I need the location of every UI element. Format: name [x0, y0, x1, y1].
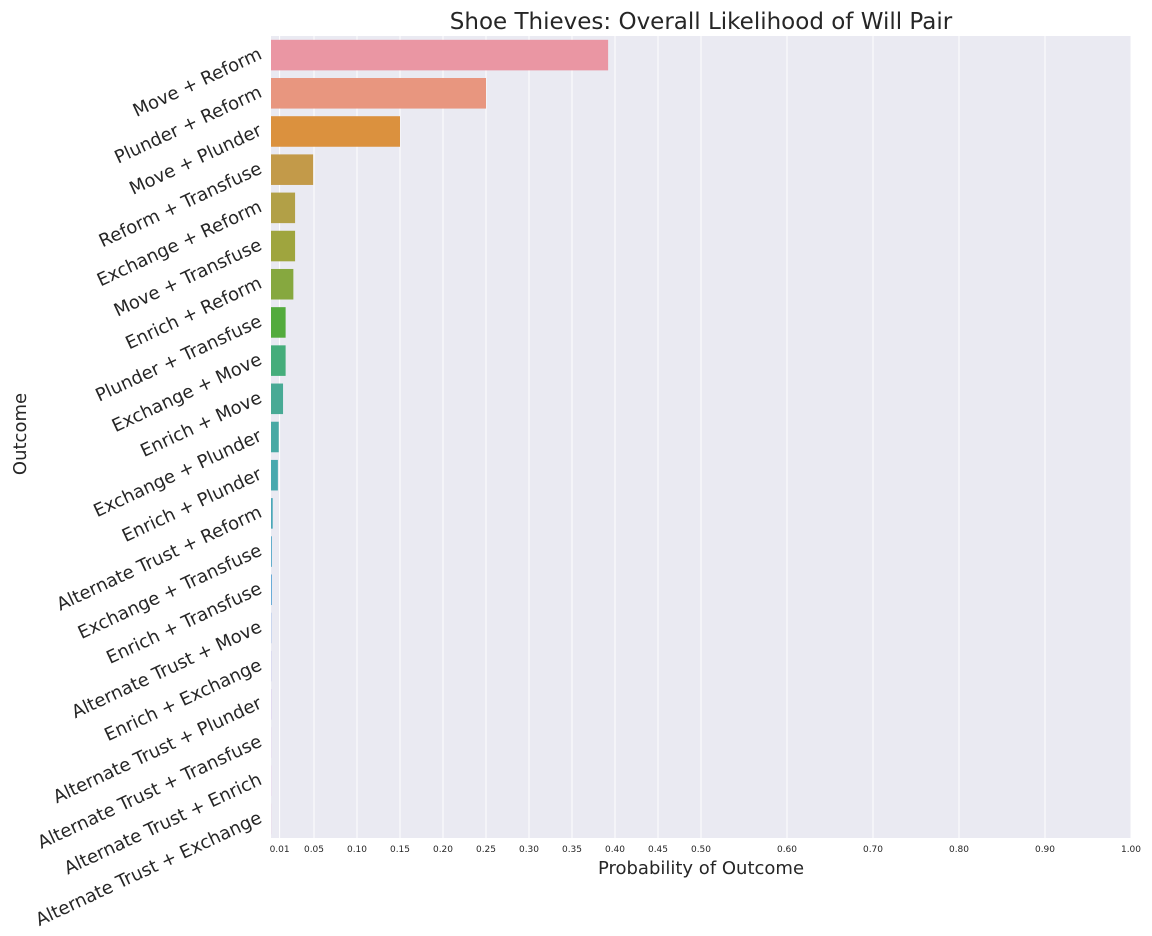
bars: [271, 39, 609, 835]
bar: [271, 498, 273, 529]
x-tick-label: 0.05: [304, 845, 324, 855]
bar: [271, 421, 279, 453]
x-tick-label: 0.50: [691, 845, 711, 855]
bar: [271, 78, 486, 109]
bar: [271, 116, 400, 147]
bar: [271, 192, 296, 224]
x-tick-label: 0.40: [605, 845, 625, 855]
x-tick-label: 0.01: [270, 845, 290, 855]
x-tick-label: 0.10: [347, 845, 367, 855]
bar: [271, 307, 286, 338]
x-tick-label: 0.80: [949, 845, 969, 855]
x-tick-labels: 0.01 0.05 0.10 0.15 0.20 0.25 0.30 0.35 0.40 0.45…: [270, 845, 1142, 855]
bar: [271, 536, 272, 567]
x-tick-label: 0.35: [562, 845, 582, 855]
x-tick-label: 1.00: [1121, 845, 1141, 855]
x-tick-label: 0.25: [476, 845, 496, 855]
bar: [271, 39, 609, 71]
bar: [271, 230, 296, 262]
x-tick-label: 0.60: [777, 845, 797, 855]
x-axis-label: Probability of Outcome: [598, 858, 804, 879]
bar: [271, 383, 284, 415]
bar: [271, 154, 314, 185]
x-tick-label: 0.30: [519, 845, 539, 855]
chart-title: Shoe Thieves: Overall Likelihood of Will…: [450, 9, 953, 35]
bar: [271, 574, 272, 606]
bar: [271, 459, 278, 491]
x-tick-label: 0.15: [390, 845, 410, 855]
x-tick-label: 0.90: [1035, 845, 1055, 855]
x-tick-label: 0.20: [433, 845, 453, 855]
x-tick-label: 0.70: [863, 845, 883, 855]
bar: [271, 268, 294, 300]
y-axis-label: Outcome: [10, 393, 31, 475]
x-gridlines: [279, 36, 1132, 838]
bar: [271, 345, 286, 376]
x-tick-label: 0.45: [648, 845, 668, 855]
